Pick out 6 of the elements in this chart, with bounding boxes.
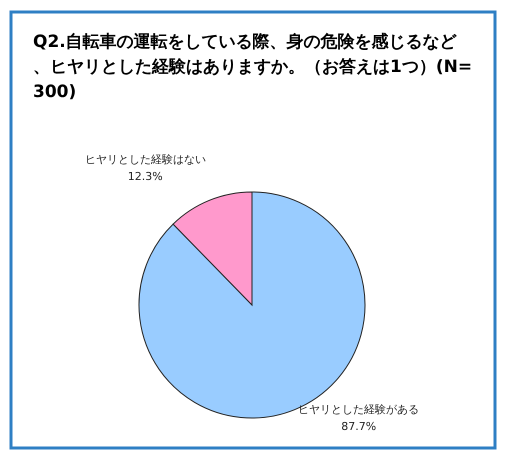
data-label: 87.7%	[341, 420, 376, 433]
slice-label: ヒヤリとした経験がある	[298, 402, 420, 416]
pie-slice	[138, 192, 366, 418]
slice-label: ヒヤリとした経験はない	[84, 153, 206, 166]
chart-title: Q2.自転車の運転をしている際、身の危険を感じるなど、ヒヤリとした経験はありますか。（お答えは1つ）(N=300)	[33, 32, 472, 102]
data-label: 12.3%	[128, 170, 163, 184]
